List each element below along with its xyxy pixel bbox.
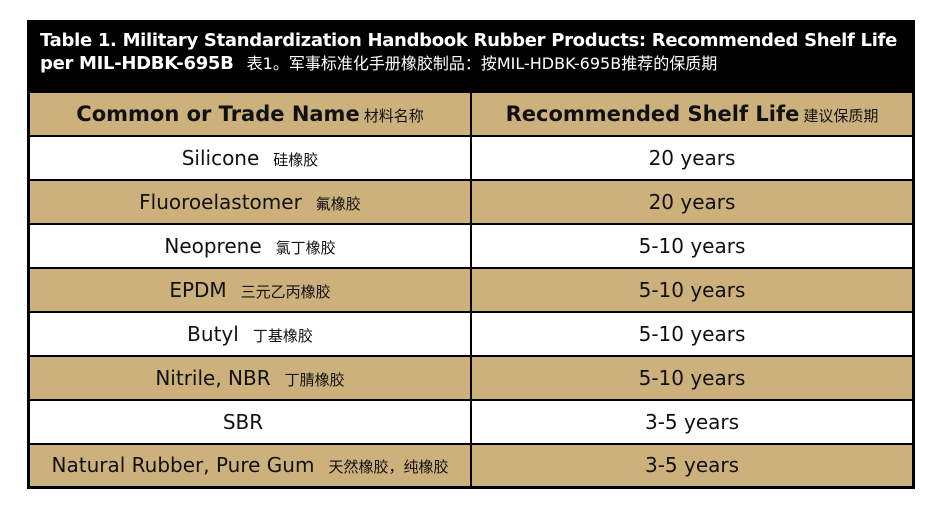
- shelf-life-value: 20 years: [470, 178, 915, 225]
- column-header-name-chinese: 材料名称: [363, 106, 424, 125]
- material-name-chinese: 氯丁橡胶: [275, 238, 336, 257]
- material-name: Nitrile, NBR: [155, 365, 271, 390]
- material-name: SBR: [222, 409, 264, 434]
- material-name-chinese: 天然橡胶，纯橡胶: [328, 458, 449, 477]
- table-row: Nitrile, NBR 丁腈橡胶 5-10 years: [27, 354, 915, 401]
- material-name: Neoprene: [164, 233, 262, 258]
- shelf-life-value: 3-5 years: [470, 398, 915, 445]
- material-name-chinese: 氟橡胶: [315, 194, 361, 213]
- shelf-life-value: 5-10 years: [470, 354, 915, 401]
- table-row: Silicone 硅橡胶 20 years: [27, 134, 915, 181]
- header-row: Common or Trade Name 材料名称 Recommended She…: [27, 90, 915, 137]
- shelf-life-value: 5-10 years: [470, 266, 915, 313]
- material-name: EPDM: [169, 277, 227, 302]
- material-name-cell: Fluoroelastomer 氟橡胶: [27, 178, 472, 225]
- material-name-chinese: 硅橡胶: [273, 150, 319, 169]
- table-row: Butyl 丁基橡胶 5-10 years: [27, 310, 915, 357]
- material-name-cell: Butyl 丁基橡胶: [27, 310, 472, 357]
- table-row: Natural Rubber, Pure Gum 天然橡胶，纯橡胶 3-5 yea…: [27, 442, 915, 489]
- shelf-life-value: 5-10 years: [470, 310, 915, 357]
- material-name: Natural Rubber, Pure Gum: [51, 453, 315, 478]
- material-name-chinese: 三元乙丙橡胶: [240, 282, 331, 301]
- table-row: EPDM 三元乙丙橡胶 5-10 years: [27, 266, 915, 313]
- table-row: SBR 3-5 years: [27, 398, 915, 445]
- material-name-chinese: 丁腈橡胶: [284, 370, 345, 389]
- material-name-chinese: 丁基橡胶: [252, 326, 313, 345]
- shelf-life-value: 5-10 years: [470, 222, 915, 269]
- shelf-life-value: 20 years: [470, 134, 915, 181]
- shelf-life-table: Common or Trade Name 材料名称 Recommended She…: [27, 90, 915, 489]
- material-name-cell: Silicone 硅橡胶: [27, 134, 472, 181]
- table-row: Fluoroelastomer 氟橡胶 20 years: [27, 178, 915, 225]
- table-row: Neoprene 氯丁橡胶 5-10 years: [27, 222, 915, 269]
- column-header-name-english: Common or Trade Name: [76, 101, 360, 126]
- shelf-life-table-figure: Table 1. Military Standardization Handbo…: [27, 20, 915, 489]
- column-header-name: Common or Trade Name 材料名称: [27, 90, 472, 137]
- table-title-english: Table 1. Military Standardization Handbo…: [40, 30, 898, 74]
- material-name-cell: Natural Rubber, Pure Gum 天然橡胶，纯橡胶: [27, 442, 472, 489]
- material-name-cell: SBR: [27, 398, 472, 445]
- material-name: Fluoroelastomer: [139, 189, 302, 214]
- material-name: Silicone: [181, 145, 260, 170]
- table-title-chinese: 表1。军事标准化手册橡胶制品：按MIL-HDBK-695B推荐的保质期: [246, 53, 718, 73]
- material-name-cell: Nitrile, NBR 丁腈橡胶: [27, 354, 472, 401]
- material-name-cell: EPDM 三元乙丙橡胶: [27, 266, 472, 313]
- material-name-cell: Neoprene 氯丁橡胶: [27, 222, 472, 269]
- column-header-life-chinese: 建议保质期: [803, 106, 879, 125]
- shelf-life-value: 3-5 years: [470, 442, 915, 489]
- material-name: Butyl: [187, 321, 239, 346]
- column-header-life-english: Recommended Shelf Life: [505, 101, 800, 126]
- column-header-life: Recommended Shelf Life 建议保质期: [470, 90, 915, 137]
- table-title-band: Table 1. Military Standardization Handbo…: [27, 20, 915, 90]
